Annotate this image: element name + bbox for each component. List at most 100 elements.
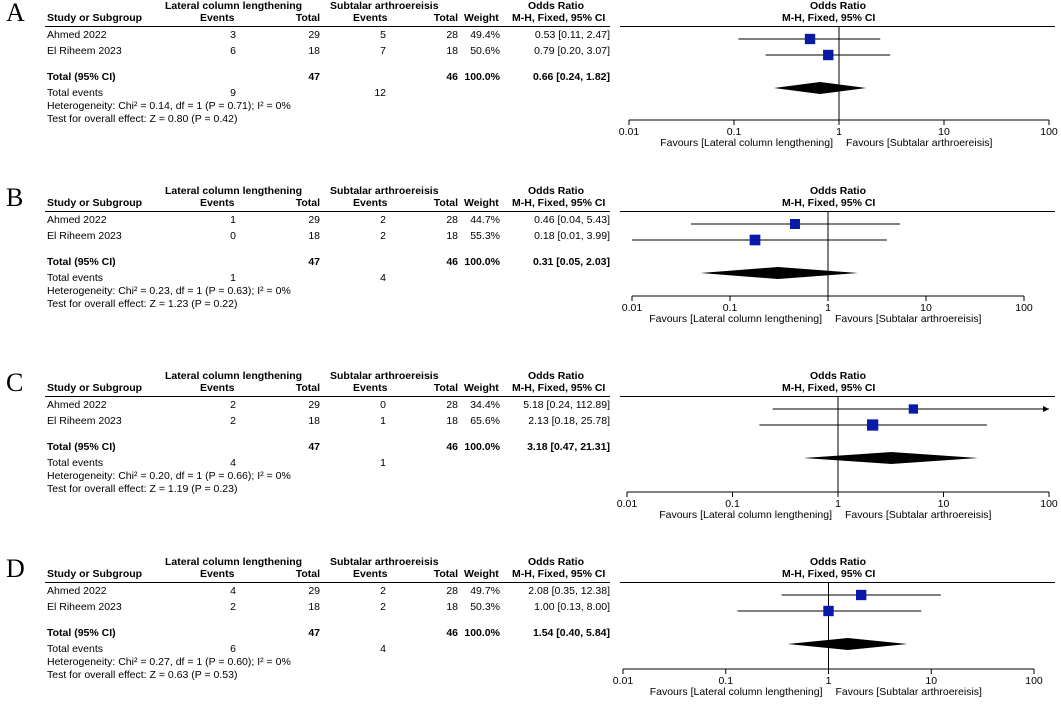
events2-sum: 1 [380, 457, 386, 469]
or-title-left: Odds Ratio [528, 556, 585, 568]
total2-cell: 28 [446, 585, 458, 597]
events1-sum: 1 [230, 272, 236, 284]
total1-header: Total [295, 197, 320, 209]
total2-cell: 18 [446, 601, 458, 613]
or-title-right: Odds Ratio [810, 370, 867, 382]
weight-header: Weight [464, 568, 499, 580]
panel-letter: B [6, 183, 24, 212]
total1-cell: 18 [308, 230, 320, 242]
favours-right-label: Favours [Subtalar arthroereisis] [846, 137, 993, 149]
group1-header: Lateral column lengthening [165, 0, 303, 12]
total-ci: 0.31 [0.05, 2.03] [532, 256, 610, 268]
ci-cell: 0.53 [0.11, 2.47] [534, 29, 610, 41]
favours-left-label: Favours [Lateral column lengthening] [660, 137, 833, 149]
weight-cell: 55.3% [470, 230, 500, 242]
heterogeneity-text: Heterogeneity: Chi² = 0.27, df = 1 (P = … [47, 656, 291, 668]
plot-header-rule [620, 26, 1055, 27]
or-title-left: Odds Ratio [528, 0, 585, 12]
x-tick-label: 0.1 [727, 126, 742, 138]
events1-cell: 6 [230, 45, 236, 57]
ci-cell: 0.79 [0.20, 3.07] [534, 45, 610, 57]
x-tick-label: 100 [1040, 498, 1058, 510]
events2-header: Events [353, 197, 388, 209]
study-header: Study or Subgroup [47, 568, 143, 580]
study-header: Study or Subgroup [47, 382, 143, 394]
overall-effect-text: Test for overall effect: Z = 1.19 (P = 0… [47, 483, 238, 495]
events2-cell: 2 [380, 230, 386, 242]
total2-sum: 46 [446, 256, 458, 268]
forest-plot-panel: A Lateral column lengthening Subtalar ar… [0, 0, 1061, 172]
group1-header: Lateral column lengthening [165, 556, 303, 568]
x-tick-label: 1 [825, 302, 831, 314]
study-marker [823, 49, 834, 61]
weight-cell: 50.3% [470, 601, 500, 613]
events1-header: Events [200, 568, 235, 580]
study-marker [804, 33, 816, 45]
events2-sum: 4 [380, 272, 386, 284]
ci-cell: 2.08 [0.35, 12.38] [528, 585, 610, 597]
weight-header: Weight [464, 12, 499, 24]
total2-sum: 46 [446, 441, 458, 453]
x-tick-label: 1 [836, 126, 842, 138]
events-label: Total events [47, 457, 104, 469]
events2-header: Events [353, 12, 388, 24]
ci-cell: 0.18 [0.01, 3.99] [534, 230, 610, 242]
total-label: Total (95% CI) [47, 441, 116, 453]
events2-cell: 1 [380, 415, 386, 427]
total2-cell: 28 [446, 214, 458, 226]
ci-cell: 2.13 [0.18, 25.78] [528, 415, 610, 427]
panel-letter: A [6, 0, 25, 27]
method-header-left: M-H, Fixed, 95% CI [512, 197, 606, 209]
total-label: Total (95% CI) [47, 71, 116, 83]
forest-plot-svg: 0.01 0.1 1 10 100 [619, 27, 1058, 138]
study-name: Ahmed 2022 [47, 29, 107, 41]
events-label: Total events [47, 87, 104, 99]
events1-cell: 2 [230, 415, 236, 427]
plot-header-rule [620, 396, 1055, 397]
overall-effect-text: Test for overall effect: Z = 1.23 (P = 0… [47, 298, 238, 310]
study-name: Ahmed 2022 [47, 585, 107, 597]
events2-cell: 2 [380, 585, 386, 597]
x-tick-label: 10 [938, 126, 950, 138]
method-header-left: M-H, Fixed, 95% CI [512, 382, 606, 394]
study-header: Study or Subgroup [47, 197, 143, 209]
total-weight: 100.0% [464, 71, 500, 83]
x-tick-label: 1 [826, 675, 832, 687]
study-marker [856, 589, 867, 601]
pooled-diamond [700, 267, 859, 279]
table-header-rule [45, 211, 610, 212]
group2-header: Subtalar arthroereisis [330, 556, 439, 568]
weight-cell: 49.4% [470, 29, 500, 41]
events-label: Total events [47, 643, 104, 655]
x-tick-label: 0.01 [619, 126, 640, 138]
total1-header: Total [295, 12, 320, 24]
ci-arrow [1043, 406, 1049, 412]
study-marker [866, 419, 879, 431]
x-tick-label: 10 [925, 675, 937, 687]
or-title-left: Odds Ratio [528, 185, 585, 197]
forest-plot-panel: C Lateral column lengthening Subtalar ar… [0, 370, 1061, 542]
favours-right-label: Favours [Subtalar arthroereisis] [835, 313, 982, 325]
total1-cell: 18 [308, 601, 320, 613]
pooled-diamond [773, 82, 867, 94]
total2-header: Total [433, 12, 458, 24]
or-title-right: Odds Ratio [810, 185, 867, 197]
ci-cell: 0.46 [0.04, 5.43] [534, 214, 610, 226]
total2-cell: 18 [446, 45, 458, 57]
x-tick-label: 1 [835, 498, 841, 510]
weight-cell: 65.6% [470, 415, 500, 427]
study-header: Study or Subgroup [47, 12, 143, 24]
method-header-right: M-H, Fixed, 95% CI [782, 12, 876, 24]
total1-cell: 29 [308, 29, 320, 41]
weight-header: Weight [464, 197, 499, 209]
pooled-diamond [787, 638, 908, 650]
forest-plot-svg: 0.01 0.1 1 10 100 [622, 212, 1033, 314]
total-weight: 100.0% [464, 441, 500, 453]
method-header-right: M-H, Fixed, 95% CI [782, 382, 876, 394]
ci-cell: 5.18 [0.24, 112.89] [523, 399, 610, 411]
pooled-diamond [803, 452, 979, 464]
favours-left-label: Favours [Lateral column lengthening] [659, 509, 832, 521]
total2-cell: 28 [446, 399, 458, 411]
method-header-left: M-H, Fixed, 95% CI [512, 12, 606, 24]
study-marker [789, 218, 800, 230]
